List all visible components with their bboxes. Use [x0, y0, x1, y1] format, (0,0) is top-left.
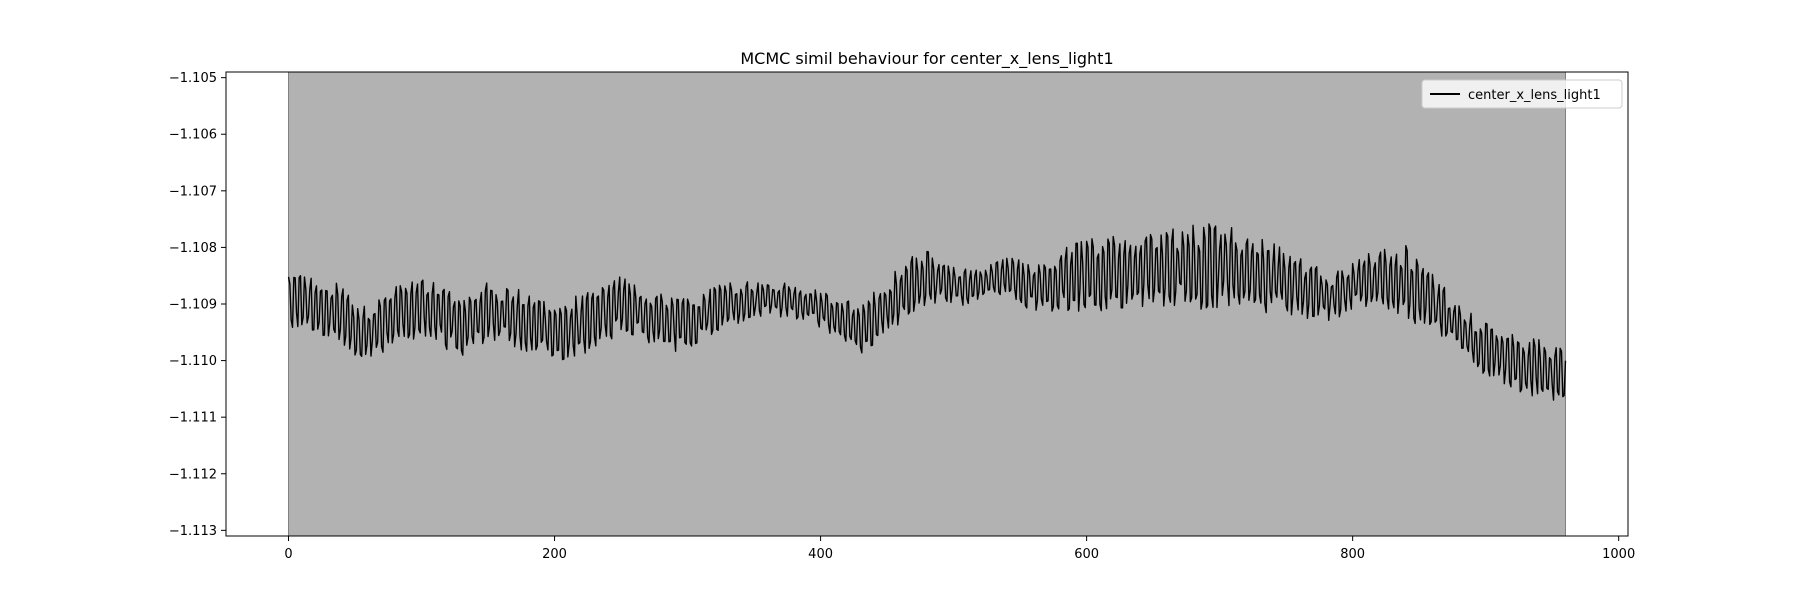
legend-box [1421, 79, 1623, 109]
y-tick-label: −1.111 [169, 411, 217, 426]
x-axis: 0 200 400 600 800 1000 [284, 536, 1635, 562]
y-tick-label: −1.108 [169, 241, 217, 256]
y-tick-label: −1.113 [169, 524, 217, 539]
x-tick-label: 0 [284, 547, 292, 562]
y-tick-label: −1.112 [169, 467, 217, 482]
legend: center_x_lens_light1 [1421, 79, 1623, 109]
y-tick-label: −1.107 [169, 184, 217, 199]
x-tick-label: 200 [542, 547, 567, 562]
y-axis: −1.105 −1.106 −1.107 −1.108 −1.109 −1.110 −1.1… [169, 71, 226, 539]
trace-line [287, 223, 1567, 401]
y-tick-label: −1.105 [169, 71, 217, 86]
y-tick-label: −1.110 [169, 354, 217, 369]
x-tick-label: 400 [808, 547, 833, 562]
plot-area [225, 71, 1629, 537]
x-tick-label: 600 [1074, 547, 1099, 562]
y-tick-label: −1.106 [169, 128, 217, 143]
y-tick-label: −1.109 [169, 298, 217, 313]
x-tick-label: 800 [1340, 547, 1365, 562]
legend-label: center_x_lens_light1 [1468, 88, 1601, 103]
x-tick-label: 1000 [1602, 547, 1635, 562]
chart-title: MCMC simil behaviour for center_x_lens_l… [740, 49, 1113, 69]
